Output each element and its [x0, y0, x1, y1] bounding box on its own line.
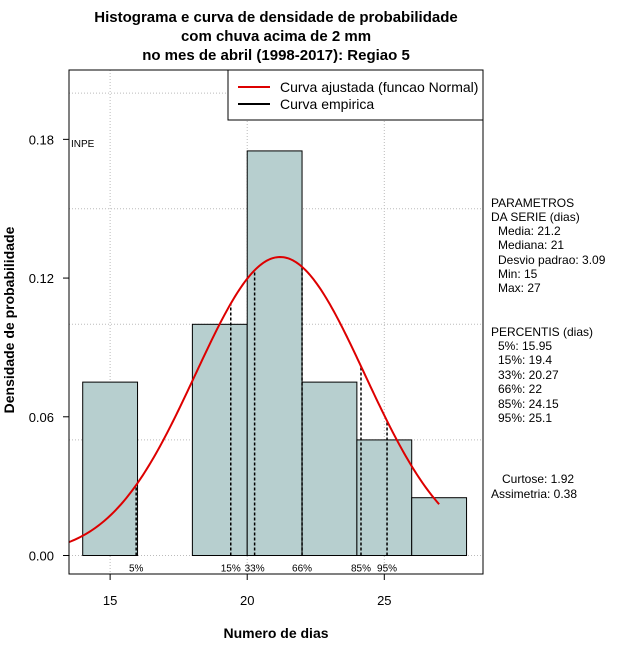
- y-tick-label-1: 0.06: [29, 410, 54, 425]
- x-tick-label-1: 20: [240, 593, 254, 608]
- histogram-bar-2: [191, 323, 248, 557]
- percentis-85: 85%: 24.15: [498, 397, 559, 411]
- shape-panel: Curtose: 1.92 Assimetria: 0.38: [491, 472, 577, 501]
- percentile-lines: 5% 15% 33% 66% 85% 95%: [129, 266, 397, 575]
- histogram-bar-5: [356, 439, 413, 557]
- parametros-desvio: Desvio padrao: 3.09: [498, 253, 606, 267]
- percentis-33: 33%: 20.27: [498, 368, 559, 382]
- parametros-heading-1: PARAMETROS: [491, 196, 574, 210]
- curtose: Curtose: 1.92: [502, 472, 574, 486]
- histogram-bar-3: [246, 150, 303, 557]
- chart-title-line-1: Histograma e curva de densidade de proba…: [94, 9, 457, 26]
- percentile-label-0: 5%: [129, 564, 144, 575]
- y-axis-title: Densidade de probabilidade: [1, 226, 17, 413]
- inpe-watermark: INPE: [71, 139, 95, 150]
- percentis-5: 5%: 15.95: [498, 339, 552, 353]
- chart-title-line-2: com chuva acima de 2 mm: [181, 28, 371, 45]
- percentile-label-4: 85%: [351, 564, 371, 575]
- histogram-bar-4: [301, 381, 358, 557]
- parametros-panel: PARAMETROS DA SERIE (dias) Media: 21.2 M…: [491, 196, 606, 295]
- x-axis-title: Numero de dias: [223, 625, 328, 641]
- axes: 15 20 25 0.00 0.06 0.12 0.18: [29, 132, 392, 608]
- percentile-label-2: 33%: [245, 564, 265, 575]
- chart-title-line-3: no mes de abril (1998-2017): Regiao 5: [142, 47, 410, 64]
- histogram-bar-0: [82, 381, 139, 557]
- percentile-label-3: 66%: [292, 564, 312, 575]
- percentile-label-5: 95%: [377, 564, 397, 575]
- x-tick-label-0: 15: [103, 593, 117, 608]
- legend: Curva ajustada (funcao Normal) Curva emp…: [227, 69, 484, 121]
- y-tick-label-0: 0.00: [29, 549, 54, 564]
- parametros-heading-2: DA SERIE (dias): [491, 210, 580, 224]
- legend-box: [227, 69, 484, 121]
- percentis-panel: PERCENTIS (dias) 5%: 15.95 15%: 19.4 33%…: [491, 325, 593, 425]
- percentis-66: 66%: 22: [498, 382, 542, 396]
- percentis-heading: PERCENTIS (dias): [491, 325, 593, 339]
- parametros-media: Media: 21.2: [498, 224, 561, 238]
- y-tick-label-3: 0.18: [29, 132, 54, 147]
- x-tick-label-2: 25: [377, 593, 391, 608]
- percentis-15: 15%: 19.4: [498, 353, 552, 367]
- normal-curve-line: [68, 256, 440, 544]
- percentile-label-1: 15%: [221, 564, 241, 575]
- percentis-95: 95%: 25.1: [498, 411, 552, 425]
- curve-layer: [68, 256, 440, 544]
- legend-empirical-label: Curva empirica: [280, 96, 374, 112]
- parametros-min: Min: 15: [498, 267, 538, 281]
- y-tick-label-2: 0.12: [29, 271, 54, 286]
- histogram-bars: [82, 150, 468, 557]
- legend-normal-label: Curva ajustada (funcao Normal): [280, 79, 478, 95]
- histogram-bar-6: [411, 497, 468, 557]
- assimetria: Assimetria: 0.38: [491, 487, 577, 501]
- parametros-mediana: Mediana: 21: [498, 238, 564, 252]
- parametros-max: Max: 27: [498, 281, 541, 295]
